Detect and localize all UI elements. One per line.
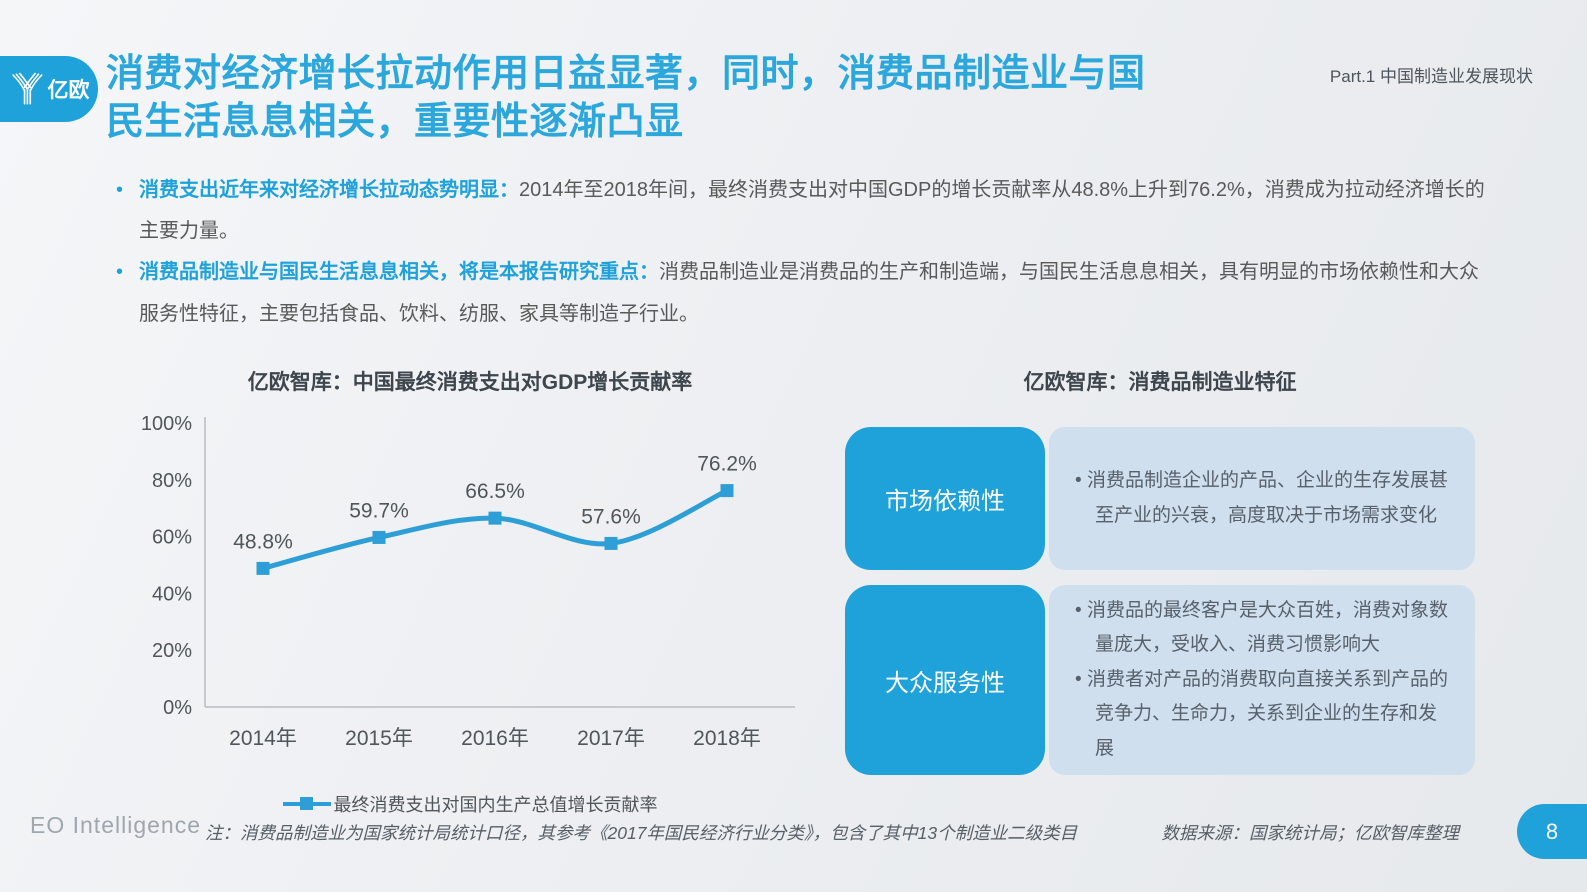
svg-text:60%: 60% bbox=[152, 527, 192, 549]
bullet-dot-icon bbox=[116, 252, 123, 334]
key-point-item: 消费品制造业与国民生活息息相关，将是本报告研究重点：消费品制造业是消费品的生产和… bbox=[116, 252, 1496, 334]
eo-intelligence-brand: EO Intelligence bbox=[30, 812, 201, 838]
svg-text:48.8%: 48.8% bbox=[233, 530, 293, 553]
svg-text:2016年: 2016年 bbox=[461, 727, 529, 750]
chart-title: 亿欧智库：中国最终消费支出对GDP增长贡献率 bbox=[247, 371, 693, 394]
footnote: 注：消费品制造业为国家统计局统计口径，其参考《2017年国民经济行业分类》，包含… bbox=[205, 823, 1078, 843]
svg-text:66.5%: 66.5% bbox=[465, 480, 525, 503]
svg-text:20%: 20% bbox=[152, 640, 192, 662]
legend-marker-icon bbox=[282, 797, 331, 810]
svg-text:80%: 80% bbox=[152, 470, 192, 492]
key-point-body: 消费品制造业是消费品的生产和制造端，与国民生活息息相关，具有明显的市场依赖性和大… bbox=[139, 261, 1480, 325]
key-point-text: 消费支出近年来对经济增长拉动态势明显：2014年至2018年间，最终消费支出对中… bbox=[139, 170, 1496, 252]
feature-label-market-dependency: 市场依赖性 bbox=[845, 427, 1045, 570]
key-point-lead: 消费支出近年来对经济增长拉动态势明显： bbox=[139, 179, 520, 201]
key-point-lead: 消费品制造业与国民生活息息相关，将是本报告研究重点： bbox=[139, 261, 660, 284]
part-label: Part.1 中国制造业发展现状 bbox=[1329, 67, 1533, 86]
svg-text:40%: 40% bbox=[152, 583, 192, 605]
feature-point: 消费品的最终客户是大众百姓，消费对象数量庞大，受收入、消费习惯影响大 bbox=[1075, 594, 1449, 663]
svg-text:59.7%: 59.7% bbox=[349, 499, 409, 522]
svg-text:2014年: 2014年 bbox=[229, 727, 297, 750]
key-points: 消费支出近年来对经济增长拉动态势明显：2014年至2018年间，最终消费支出对中… bbox=[116, 170, 1496, 335]
data-source: 数据来源：国家统计局；亿欧智库整理 bbox=[1161, 823, 1460, 843]
gdp-contribution-chart: 亿欧智库：中国最终消费支出对GDP增长贡献率 0% 20% 40% 60% 80% 100… bbox=[130, 366, 810, 817]
page-number-badge: 8 bbox=[1517, 804, 1587, 859]
svg-text:0%: 0% bbox=[163, 697, 192, 719]
page-title-line-2: 民生活息息相关，重要性逐渐凸显 bbox=[106, 101, 684, 144]
chart-legend: 最终消费支出对国内生产总值增长贡献率 bbox=[130, 791, 810, 817]
feature-point: 消费品制造企业的产品、企业的生存发展甚至产业的兴衰，高度取决于市场需求变化 bbox=[1075, 464, 1449, 533]
features-title: 亿欧智库：消费品制造业特征 bbox=[1023, 371, 1297, 394]
logo-wordmark: 亿欧 bbox=[47, 79, 90, 102]
manufacturing-features: 亿欧智库：消费品制造业特征 市场依赖性 消费品制造企业的产品、企业的生存发展甚至… bbox=[845, 366, 1475, 790]
legend-label: 最终消费支出对国内生产总值增长贡献率 bbox=[333, 795, 658, 815]
eo-logo: 亿欧 bbox=[0, 56, 98, 122]
key-point-text: 消费品制造业与国民生活息息相关，将是本报告研究重点：消费品制造业是消费品的生产和… bbox=[139, 252, 1496, 334]
page-title-line-1: 消费对经济增长拉动作用日益显著，同时，消费品制造业与国 bbox=[106, 53, 1146, 95]
feature-panel-mass-service: 消费品的最终客户是大众百姓，消费对象数量庞大，受收入、消费习惯影响大 消费者对产… bbox=[1049, 585, 1475, 775]
feature-panel-market-dependency: 消费品制造企业的产品、企业的生存发展甚至产业的兴衰，高度取决于市场需求变化 bbox=[1049, 427, 1475, 570]
page-title: 消费对经济增长拉动作用日益显著，同时，消费品制造业与国 民生活息息相关，重要性逐… bbox=[106, 50, 1146, 147]
svg-text:100%: 100% bbox=[141, 413, 192, 435]
svg-text:57.6%: 57.6% bbox=[581, 505, 641, 528]
key-point-body: 2014年至2018年间，最终消费支出对中国GDP的增长贡献率从48.8%上升到… bbox=[139, 179, 1485, 243]
line-chart-canvas: 0% 20% 40% 60% 80% 100% 2014年 2015年 2016年 2017年 20… bbox=[141, 413, 795, 750]
eo-logo-icon bbox=[11, 72, 43, 105]
key-point-item: 消费支出近年来对经济增长拉动态势明显：2014年至2018年间，最终消费支出对中… bbox=[116, 170, 1496, 252]
bullet-dot-icon bbox=[116, 170, 123, 252]
feature-point: 消费者对产品的消费取向直接关系到产品的竞争力、生命力，关系到企业的生存和发展 bbox=[1075, 663, 1449, 767]
svg-text:2017年: 2017年 bbox=[577, 727, 645, 750]
svg-text:2018年: 2018年 bbox=[693, 727, 761, 750]
feature-row-mass-service: 大众服务性 消费品的最终客户是大众百姓，消费对象数量庞大，受收入、消费习惯影响大… bbox=[845, 585, 1475, 775]
feature-row-market-dependency: 市场依赖性 消费品制造企业的产品、企业的生存发展甚至产业的兴衰，高度取决于市场需… bbox=[845, 427, 1475, 570]
feature-label-mass-service: 大众服务性 bbox=[845, 585, 1045, 775]
svg-text:76.2%: 76.2% bbox=[697, 453, 757, 476]
svg-text:2015年: 2015年 bbox=[345, 727, 413, 750]
